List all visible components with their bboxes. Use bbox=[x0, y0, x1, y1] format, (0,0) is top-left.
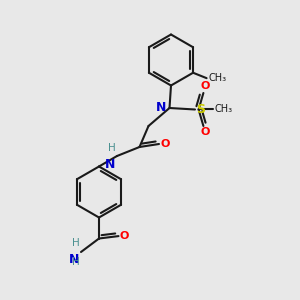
Text: O: O bbox=[120, 231, 129, 241]
Text: S: S bbox=[196, 103, 206, 116]
Text: CH₃: CH₃ bbox=[209, 73, 227, 83]
Text: N: N bbox=[155, 101, 166, 115]
Text: H: H bbox=[108, 143, 116, 153]
Text: O: O bbox=[200, 82, 210, 92]
Text: O: O bbox=[200, 128, 210, 137]
Text: O: O bbox=[160, 139, 170, 149]
Text: CH₃: CH₃ bbox=[214, 104, 232, 115]
Text: H: H bbox=[72, 238, 80, 248]
Text: N: N bbox=[105, 158, 116, 170]
Text: H: H bbox=[72, 257, 80, 267]
Text: N: N bbox=[69, 253, 80, 266]
